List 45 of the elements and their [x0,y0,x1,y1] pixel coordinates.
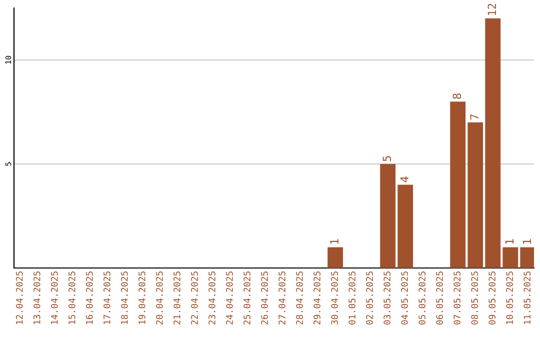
x-tick-label: 30.04.2025 [331,272,338,325]
data-label: 1 [522,239,531,244]
x-tick-label: 08.05.2025 [471,272,478,325]
x-tick-label: 04.05.2025 [401,272,408,325]
data-label: 7 [470,114,478,120]
x-tick-label: 21.04.2025 [174,272,180,324]
data-label: 1 [330,239,338,244]
x-tick-label: 24.04.2025 [226,272,233,324]
x-tick-label: 18.04.2025 [120,272,128,324]
x-tick-label: 03.05.2025 [384,272,390,325]
x-tick-label: 06.05.2025 [436,272,443,325]
x-tick-label: 11.05.2025 [524,272,531,324]
x-tick-label: 07.05.2025 [454,272,460,325]
x-tick-label: 29.04.2025 [314,272,320,324]
x-tick-label: 16.04.2025 [86,272,93,324]
data-label: 1 [505,239,514,244]
data-label: 8 [452,94,462,99]
x-tick-label: 23.04.2025 [208,272,216,324]
bar [380,164,396,268]
x-tick-label: 27.04.2025 [278,272,286,324]
x-tick-label: 05.05.2025 [418,272,426,325]
x-tick-label: 20.04.2025 [156,272,163,324]
x-tick-label: 14.04.2025 [50,272,58,324]
x-tick-label: 12.04.2025 [16,272,23,324]
x-tick-label: 22.04.2025 [191,272,198,324]
x-tick-label: 10.05.2025 [506,272,514,324]
bar [398,184,414,268]
x-tick-label: 13.04.2025 [33,272,40,324]
x-tick-label: 19.04.2025 [138,272,146,324]
x-tick-label: 15.04.2025 [68,272,76,324]
x-tick-label: 01.05.2025 [348,272,356,325]
data-label: 5 [382,156,392,162]
bar [485,18,501,268]
x-tick-label: 28.04.2025 [296,272,303,324]
bar [450,102,466,268]
x-tick-label: 26.04.2025 [261,272,268,324]
x-tick-label: 02.05.2025 [366,272,373,325]
bar [502,247,518,268]
bar [468,122,484,268]
data-label: 4 [400,176,408,182]
data-label: 12 [488,4,496,15]
x-tick-label: 09.05.2025 [488,272,496,325]
bar [328,247,343,268]
x-tick-label: 25.04.2025 [244,272,250,324]
x-tick-label: 17.04.2025 [103,272,110,324]
